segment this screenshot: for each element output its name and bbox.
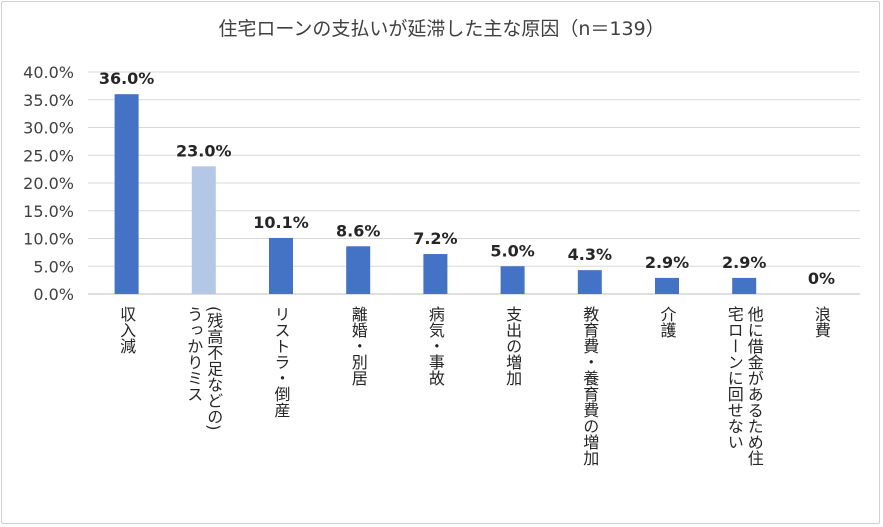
bar — [655, 277, 679, 294]
category-label: 離婚・別居 — [349, 306, 368, 386]
category-label: 宅ローンに回せない — [725, 306, 744, 450]
category-label: うっかりミス — [184, 306, 203, 402]
bar — [191, 166, 216, 294]
data-label: 2.9% — [722, 253, 766, 272]
y-tick-label: 25.0% — [23, 146, 74, 165]
category-label: 浪費 — [812, 306, 831, 338]
data-label: 10.1% — [253, 213, 309, 232]
bar — [423, 254, 448, 294]
y-tick-label: 35.0% — [23, 91, 74, 110]
y-tick-label: 10.0% — [23, 230, 74, 249]
data-label: 4.3% — [568, 245, 612, 264]
bar — [269, 237, 293, 294]
chart-title: 住宅ローンの支払いが延滞した主な原因（n＝139） — [218, 18, 665, 40]
y-tick-label: 40.0% — [23, 63, 74, 82]
data-label: 8.6% — [336, 221, 380, 240]
y-tick-label: 5.0% — [33, 257, 74, 276]
data-label: 36.0% — [99, 69, 155, 88]
y-tick-label: 0.0% — [33, 285, 74, 304]
category-label: 他に借金があるため住 — [745, 306, 764, 466]
y-tick-label: 30.0% — [23, 119, 74, 138]
data-label: 0% — [808, 269, 835, 288]
data-label: 2.9% — [645, 253, 689, 272]
data-label: 5.0% — [490, 241, 534, 260]
category-label: 支出の増加 — [503, 306, 522, 386]
bar — [500, 266, 525, 294]
y-tick-label: 20.0% — [23, 174, 74, 193]
category-label: 介護 — [658, 306, 677, 338]
data-label: 23.0% — [176, 141, 232, 160]
bar — [114, 94, 139, 294]
data-label: 7.2% — [413, 229, 457, 248]
category-label: 収入減 — [117, 306, 136, 355]
bar — [346, 246, 371, 294]
bar — [732, 277, 757, 294]
category-label: 教育費・養育費の増加 — [580, 306, 599, 466]
category-label: 病気・事故 — [426, 306, 445, 386]
category-label: リストラ・倒産 — [272, 306, 291, 418]
category-label: (残高不足などの) — [204, 306, 223, 430]
y-tick-label: 15.0% — [23, 202, 74, 221]
bar — [577, 270, 602, 294]
